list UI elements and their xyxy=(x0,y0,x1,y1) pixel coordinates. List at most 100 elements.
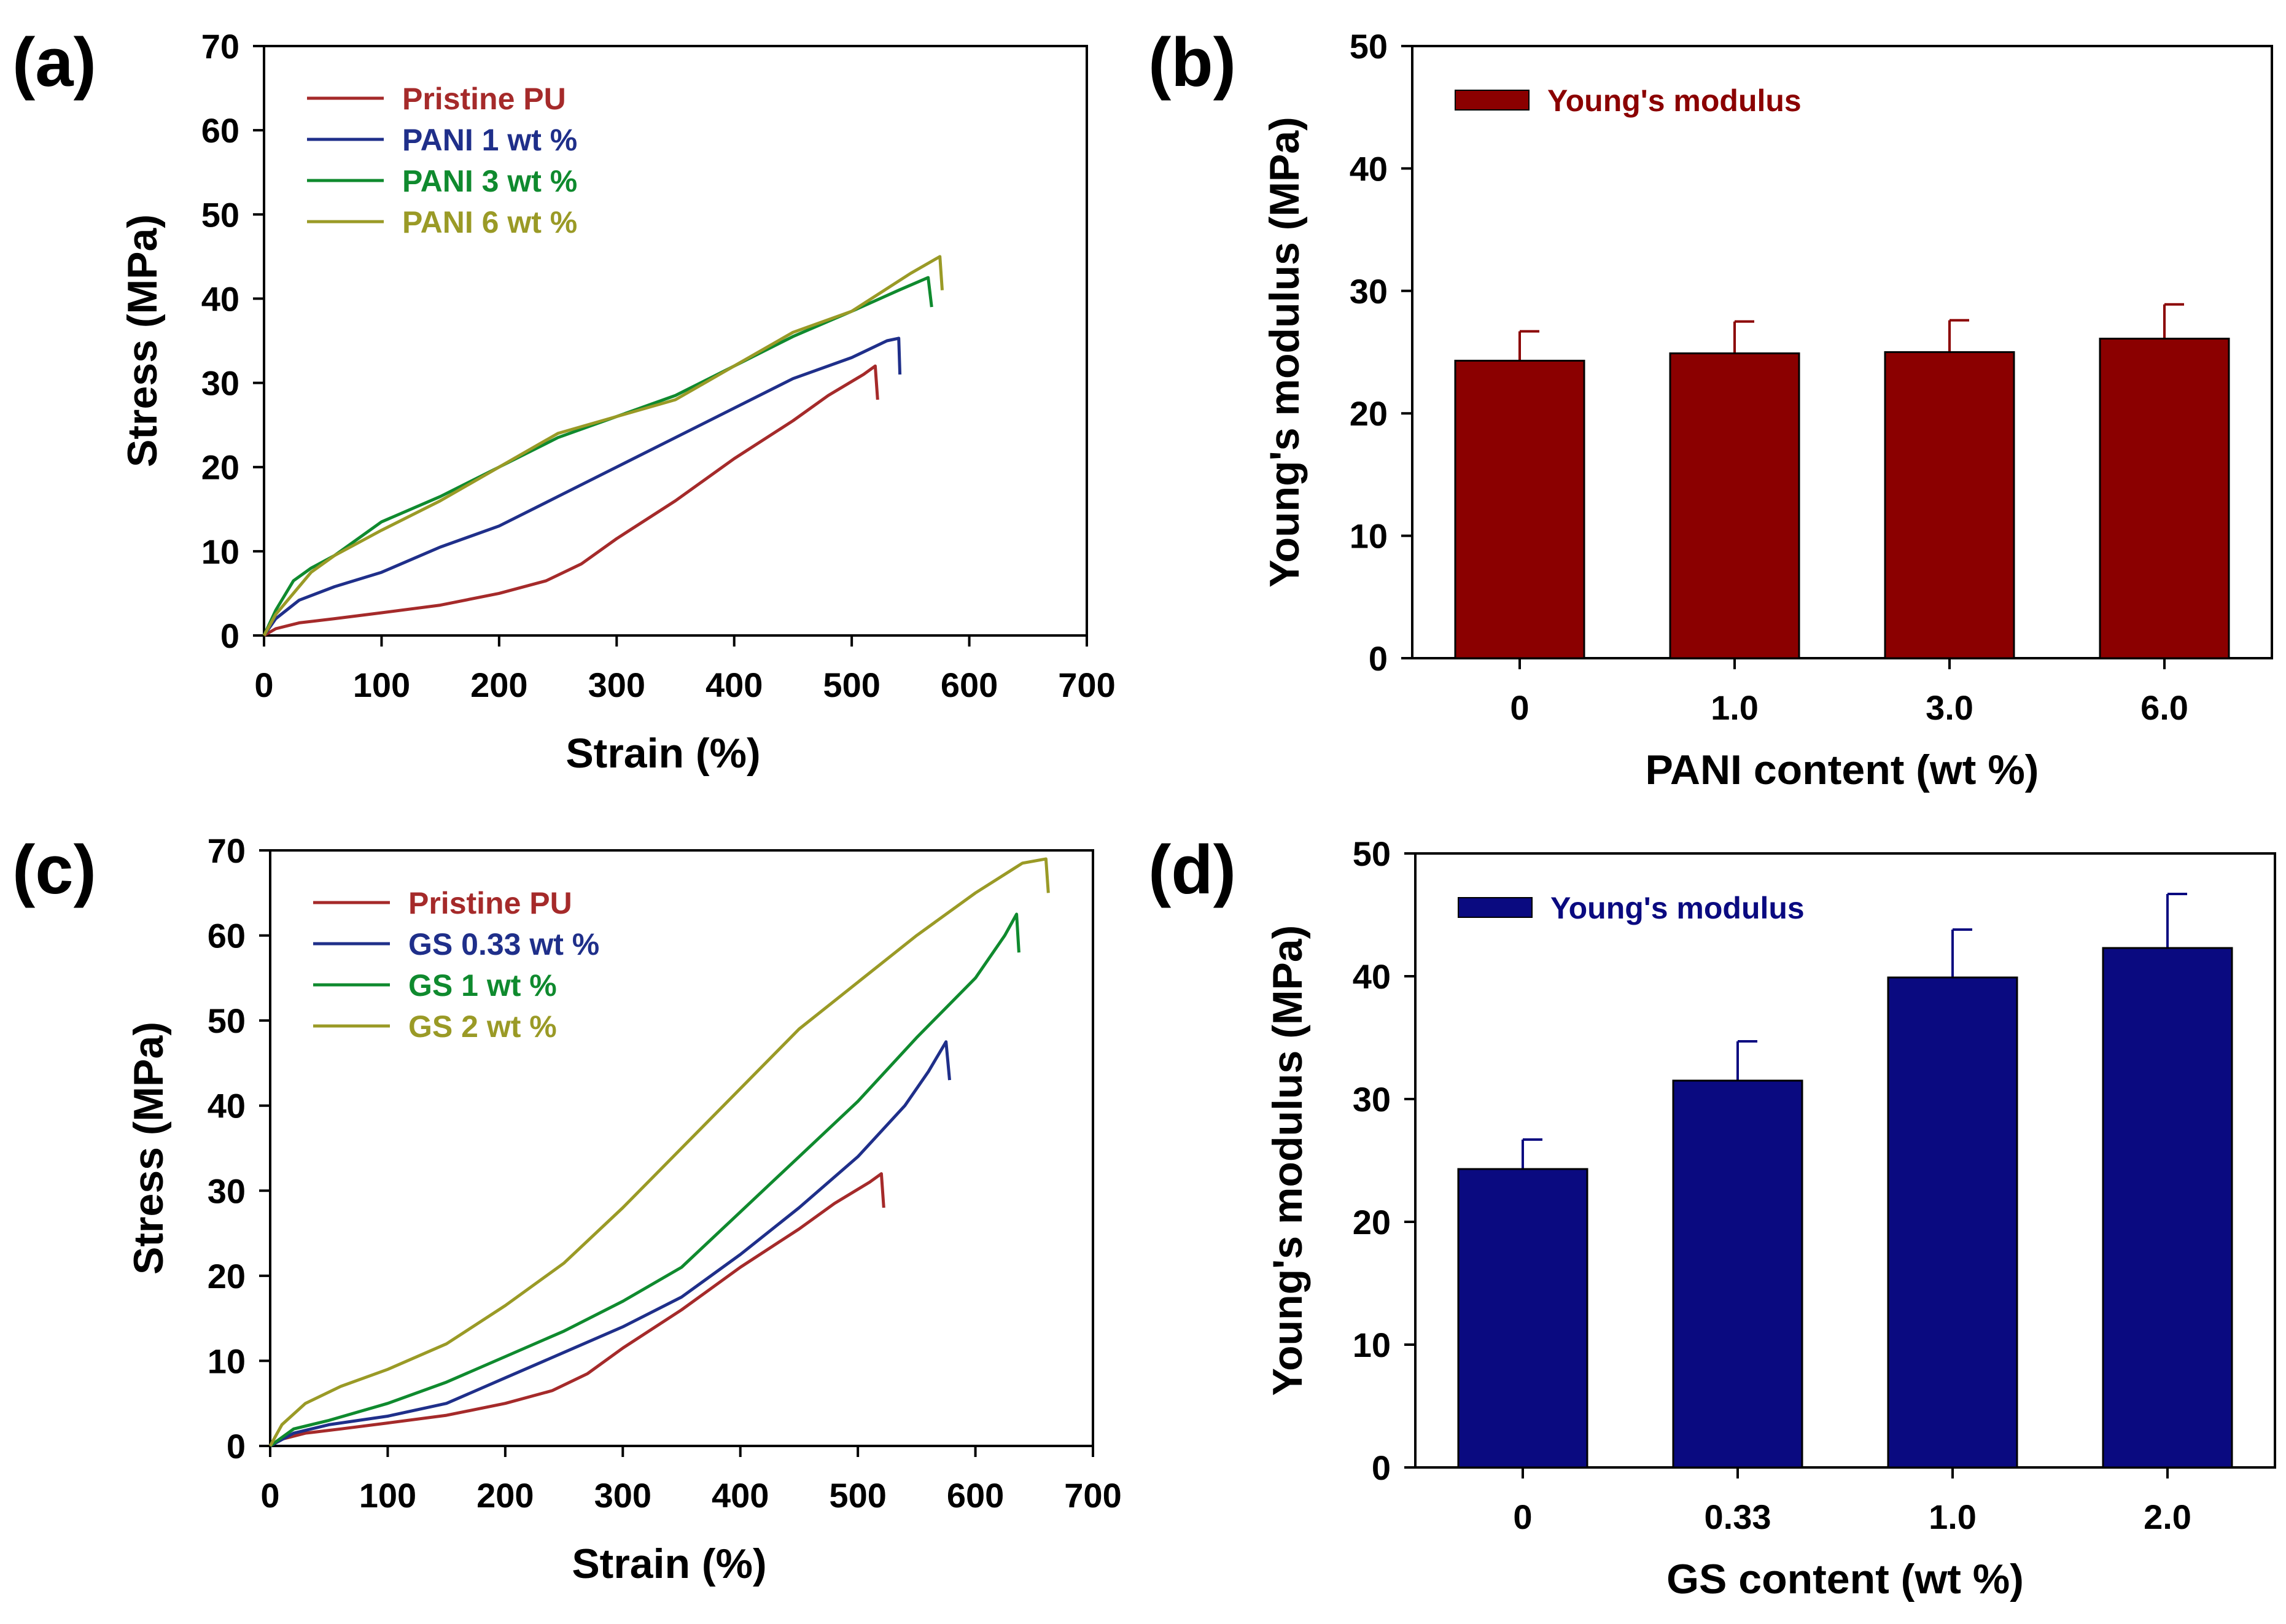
x-tick-label: 400 xyxy=(706,666,763,704)
y-tick-label: 30 xyxy=(208,1171,246,1210)
y-tick-label: 0 xyxy=(227,1427,246,1466)
series-line xyxy=(262,255,944,637)
y-tick-label: 10 xyxy=(208,1342,246,1380)
x-tick-label: 700 xyxy=(1064,1476,1121,1515)
y-tick-label: 0 xyxy=(220,616,239,655)
bar xyxy=(1669,352,1800,659)
x-tick-label: 400 xyxy=(712,1476,769,1515)
y-tick-label: 10 xyxy=(1353,1326,1391,1364)
panel-label: (b) xyxy=(1148,24,1236,101)
y-tick-label: 20 xyxy=(208,1257,246,1296)
y-tick-label: 0 xyxy=(1369,639,1388,678)
y-tick-label: 40 xyxy=(1353,957,1391,996)
series-line xyxy=(268,857,1050,1447)
y-tick-label: 20 xyxy=(1350,394,1388,433)
legend-label: GS 0.33 wt % xyxy=(408,927,599,962)
bar xyxy=(1884,351,2015,659)
legend-label: Young's modulus xyxy=(1550,891,1805,925)
bar xyxy=(1887,976,2018,1469)
y-tick-label: 50 xyxy=(208,1001,246,1040)
legend-label: Pristine PU xyxy=(408,886,572,920)
y-tick-label: 30 xyxy=(1353,1080,1391,1119)
y-tick-label: 70 xyxy=(201,27,239,66)
legend-label: PANI 1 wt % xyxy=(402,123,577,157)
legend-label: PANI 6 wt % xyxy=(402,205,577,239)
x-tick-label: 100 xyxy=(359,1476,416,1515)
x-tick-label: 2.0 xyxy=(2144,1498,2191,1536)
series-line xyxy=(262,276,933,637)
x-tick-label: 1.0 xyxy=(1929,1498,1977,1536)
x-tick-label: 3.0 xyxy=(1926,688,1973,727)
y-tick-label: 50 xyxy=(1353,834,1391,873)
bar xyxy=(1457,1168,1588,1469)
x-tick-label: 500 xyxy=(823,666,880,704)
x-tick-label: 0.33 xyxy=(1705,1498,1771,1536)
legend-swatch xyxy=(1458,897,1533,918)
x-tick-label: 300 xyxy=(588,666,645,704)
panel-d: (d) 0 10 20 30 40 50 Young's modulus (MPa) GS co… xyxy=(1148,831,2276,1603)
plot-frame xyxy=(1411,45,2273,659)
x-axis-label: Strain (%) xyxy=(566,730,760,777)
y-tick-label: 10 xyxy=(201,532,239,571)
x-tick-label: 0 xyxy=(254,666,273,704)
plot-frame xyxy=(263,45,1088,637)
y-tick-label: 10 xyxy=(1350,517,1388,556)
y-tick-label: 60 xyxy=(201,111,239,150)
x-tick-label: 100 xyxy=(353,666,410,704)
x-axis-label: PANI content (wt %) xyxy=(1646,747,2039,793)
x-tick-label: 1.0 xyxy=(1711,688,1759,727)
series-line xyxy=(269,1040,951,1448)
y-tick-label: 0 xyxy=(1372,1448,1391,1487)
panel-label: (c) xyxy=(12,831,96,908)
panel-a: (a) 0 10 20 30 40 50 60 70 Stress (MPa) Strain (%)… xyxy=(12,24,1116,777)
series-line xyxy=(262,336,902,637)
panel-b: (b) 0 10 20 30 40 50 Young's modulus (MPa) PANI … xyxy=(1148,24,2273,793)
panel-label: (a) xyxy=(12,24,96,101)
legend-label: Young's modulus xyxy=(1547,84,1802,118)
panel-c: (c) 0 10 20 30 40 50 60 70 Stress (MPa) Strain (%)… xyxy=(12,831,1122,1587)
y-tick-label: 60 xyxy=(208,917,246,955)
series-line xyxy=(269,1172,885,1448)
x-tick-label: 500 xyxy=(829,1476,886,1515)
plot-frame xyxy=(269,849,1094,1447)
legend-swatch xyxy=(1455,90,1530,111)
series-line xyxy=(269,912,1021,1448)
bar xyxy=(1672,1079,1803,1469)
bar xyxy=(2099,338,2230,659)
x-tick-label: 6.0 xyxy=(2140,688,2188,727)
y-tick-label: 40 xyxy=(208,1087,246,1125)
legend-label: PANI 3 wt % xyxy=(402,164,577,198)
x-tick-label: 600 xyxy=(947,1476,1004,1515)
series-line xyxy=(263,364,879,637)
panel-label: (d) xyxy=(1148,831,1236,908)
bar xyxy=(2102,947,2233,1469)
x-axis-label: GS content (wt %) xyxy=(1666,1556,2024,1603)
y-tick-label: 20 xyxy=(1353,1203,1391,1241)
y-tick-label: 40 xyxy=(201,279,239,318)
x-tick-label: 600 xyxy=(941,666,998,704)
y-tick-label: 20 xyxy=(201,448,239,487)
y-axis-label: Young's modulus (MPa) xyxy=(1264,925,1311,1396)
x-tick-label: 700 xyxy=(1058,666,1115,704)
bar xyxy=(1454,359,1585,659)
x-tick-label: 200 xyxy=(470,666,527,704)
x-tick-label: 0 xyxy=(1510,688,1529,727)
plot-frame xyxy=(1414,852,2276,1469)
y-axis-label: Stress (MPa) xyxy=(125,1022,172,1275)
legend-label: Pristine PU xyxy=(402,82,566,116)
x-tick-label: 0 xyxy=(1513,1498,1532,1536)
legend-label: GS 1 wt % xyxy=(408,968,557,1003)
y-tick-label: 40 xyxy=(1350,149,1388,188)
y-tick-label: 70 xyxy=(208,831,246,870)
y-tick-label: 30 xyxy=(1350,272,1388,311)
x-tick-label: 300 xyxy=(594,1476,651,1515)
x-axis-label: Strain (%) xyxy=(572,1540,766,1587)
legend-label: GS 2 wt % xyxy=(408,1009,557,1044)
x-tick-label: 200 xyxy=(476,1476,534,1515)
y-axis-label: Young's modulus (MPa) xyxy=(1261,117,1308,588)
x-tick-label: 0 xyxy=(260,1476,279,1515)
y-tick-label: 30 xyxy=(201,364,239,403)
y-tick-label: 50 xyxy=(1350,27,1388,66)
y-axis-label: Stress (MPa) xyxy=(119,214,166,467)
